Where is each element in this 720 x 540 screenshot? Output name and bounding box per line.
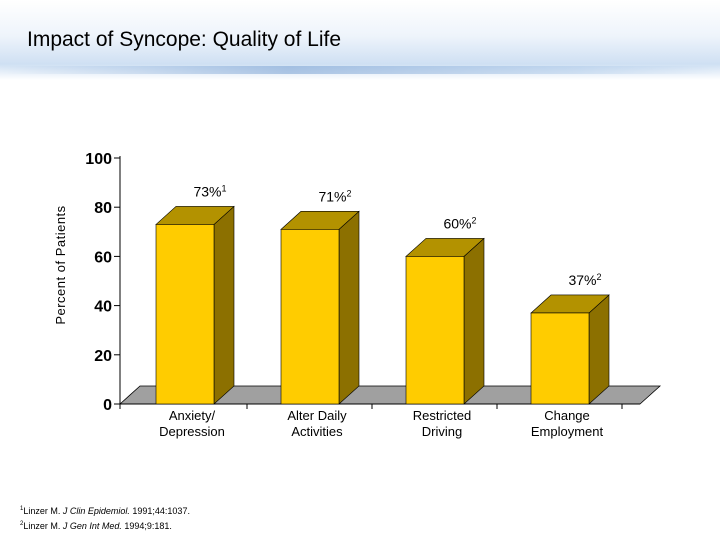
x-tick-label: Employment (531, 424, 604, 439)
footnotes: 1Linzer M. J Clin Epidemiol. 1991;44:103… (20, 503, 190, 533)
footnote-marker: 2 (20, 521, 24, 527)
bar (530, 312, 590, 405)
x-tick-label: Restricted (413, 408, 472, 423)
x-tick-label: Activities (291, 424, 343, 439)
bar-side (463, 237, 485, 405)
bar (155, 224, 215, 405)
footnote-journal: J Gen Int Med. (62, 521, 122, 531)
footnote-1: 1Linzer M. J Clin Epidemiol. 1991;44:103… (20, 503, 190, 518)
data-label: 37%2 (568, 272, 601, 288)
footnote-author: Linzer M. (23, 506, 63, 516)
bar-side (338, 210, 360, 405)
y-axis-label: Percent of Patients (53, 205, 68, 324)
bar (280, 229, 340, 405)
slide-title: Impact of Syncope: Quality of Life (27, 28, 341, 51)
y-tick-label: 20 (94, 348, 112, 365)
y-tick-label: 40 (94, 299, 112, 316)
x-tick-label: Driving (422, 424, 462, 439)
data-label: 71%2 (318, 188, 351, 204)
footnote-author: Linzer M. (23, 521, 63, 531)
data-label: 73%1 (193, 183, 226, 199)
y-tick-label: 60 (94, 249, 112, 266)
footnote-marker: 1 (20, 506, 24, 512)
y-tick-label: 0 (103, 397, 112, 414)
x-tick-label: Change (544, 408, 590, 423)
bar-side (213, 205, 235, 405)
footnote-citation: 1991;44:1037. (129, 506, 190, 516)
footnote-journal: J Clin Epidemiol. (62, 506, 130, 516)
footnote-2: 2Linzer M. J Gen Int Med. 1994;9:181. (20, 518, 190, 533)
footnote-citation: 1994;9:181. (121, 521, 172, 531)
x-tick-label: Anxiety/ (169, 408, 216, 423)
y-tick-label: 100 (85, 151, 112, 168)
bar (405, 256, 465, 405)
x-tick-label: Depression (159, 424, 225, 439)
x-tick-label: Alter Daily (287, 408, 347, 423)
y-tick-label: 80 (94, 200, 112, 217)
header-band (0, 0, 720, 80)
bar-chart: Percent of Patients 0 20 40 60 80 100 73%1 Anxi… (53, 151, 662, 439)
data-label: 60%2 (443, 215, 476, 231)
bar-side (588, 294, 610, 405)
